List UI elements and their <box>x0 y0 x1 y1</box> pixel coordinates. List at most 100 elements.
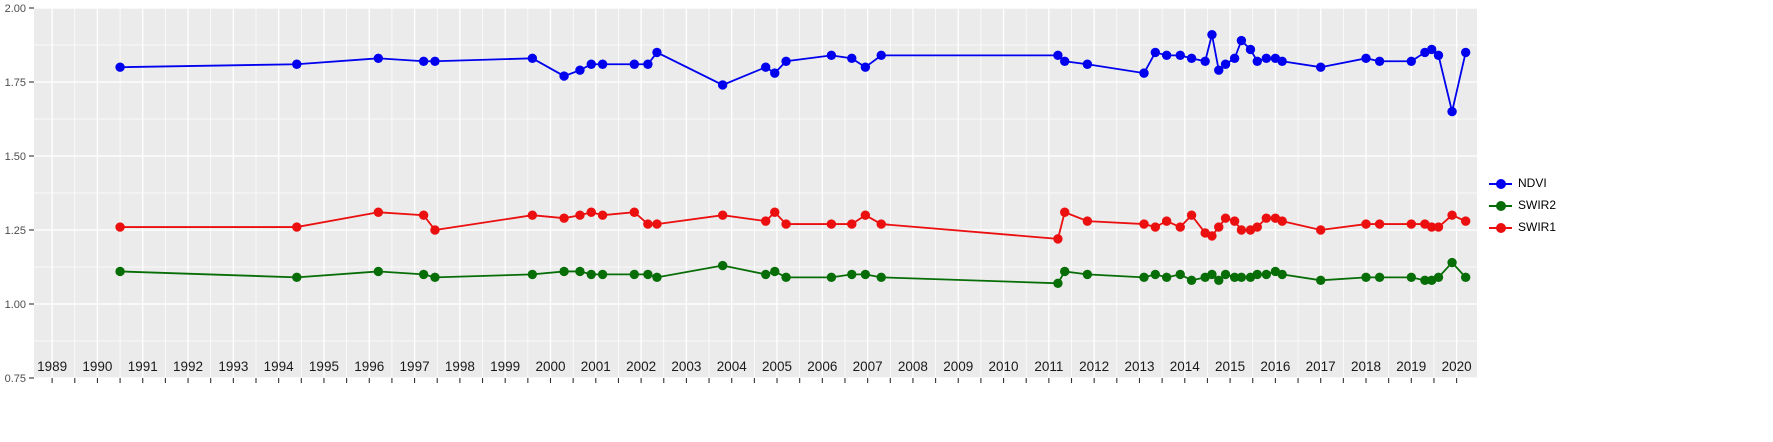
legend-entry-swir2: SWIR2 <box>1489 199 1556 212</box>
data-point <box>1186 53 1197 64</box>
x-tick-label: 2009 <box>943 359 973 374</box>
data-point <box>1214 275 1224 286</box>
x-tick-label: 1997 <box>400 359 430 374</box>
data-point <box>629 59 640 69</box>
data-point <box>717 260 728 271</box>
data-point <box>1060 56 1070 66</box>
data-point <box>1082 269 1093 280</box>
data-point <box>717 210 728 220</box>
x-tick-label: 2001 <box>581 359 611 374</box>
x-tick-label: 2017 <box>1306 359 1336 374</box>
data-point <box>1214 65 1224 75</box>
data-point <box>1374 272 1385 283</box>
data-point <box>1060 266 1070 277</box>
data-point <box>1236 225 1247 235</box>
data-point <box>1447 257 1457 268</box>
x-tick-label: 1995 <box>309 359 339 374</box>
data-point <box>770 207 780 217</box>
data-point <box>1433 272 1444 283</box>
x-tick-label: 1992 <box>173 359 203 374</box>
x-tick-label: 2003 <box>671 359 701 374</box>
data-point <box>586 207 596 217</box>
data-point <box>1236 35 1247 46</box>
data-point <box>1361 272 1371 283</box>
data-point <box>629 269 640 280</box>
series-swir2 <box>115 257 1471 288</box>
data-point <box>1460 272 1471 283</box>
data-point <box>586 59 596 69</box>
data-point <box>847 53 857 64</box>
data-point <box>1082 216 1093 226</box>
data-point <box>1252 222 1262 232</box>
data-point <box>760 216 771 226</box>
legend-dot-swatch <box>1495 222 1506 233</box>
x-tick-label: 2015 <box>1215 359 1245 374</box>
data-point <box>597 210 608 220</box>
legend-key-swir1 <box>1489 221 1512 234</box>
x-tick-label: 2002 <box>626 359 656 374</box>
data-point <box>1426 44 1437 55</box>
data-point <box>760 62 771 72</box>
data-point <box>1447 210 1457 220</box>
data-point <box>643 219 653 229</box>
data-point <box>760 269 771 280</box>
data-point <box>1220 269 1231 280</box>
x-tick-label: 2000 <box>535 359 565 374</box>
data-point <box>1406 219 1417 229</box>
data-point <box>373 53 384 64</box>
axis-ticks <box>29 7 1458 383</box>
legend-dot-swatch <box>1495 200 1506 211</box>
data-point <box>826 50 837 61</box>
data-point <box>876 219 886 229</box>
data-point <box>1161 50 1172 61</box>
data-point <box>1406 56 1417 66</box>
data-point <box>527 269 538 280</box>
data-point <box>1361 53 1371 64</box>
data-point <box>1200 56 1210 66</box>
x-tick-label: 1993 <box>218 359 248 374</box>
data-point <box>1175 269 1185 280</box>
data-point <box>1277 216 1287 226</box>
data-point <box>1406 272 1417 283</box>
data-point <box>876 272 886 283</box>
data-point <box>1139 272 1149 283</box>
x-tick-label: 1999 <box>490 359 520 374</box>
series-swir1 <box>115 207 1471 244</box>
legend-entry-swir1: SWIR1 <box>1489 221 1556 234</box>
data-point <box>629 207 640 217</box>
x-tick-label: 1994 <box>264 359 295 374</box>
data-point <box>1220 213 1231 223</box>
data-point <box>292 222 302 232</box>
x-tick-label: 2019 <box>1396 359 1426 374</box>
x-tick-label: 1991 <box>128 359 158 374</box>
data-point <box>652 219 662 229</box>
x-tick-label: 2005 <box>762 359 792 374</box>
legend: NDVI SWIR2 SWIR1 <box>1489 177 1556 234</box>
legend-label-ndvi: NDVI <box>1518 176 1547 190</box>
data-point <box>1261 213 1272 223</box>
data-point <box>1315 62 1326 72</box>
data-point <box>770 68 780 78</box>
data-point <box>575 65 585 75</box>
legend-key-ndvi <box>1489 177 1512 190</box>
x-tick-label: 2018 <box>1351 359 1381 374</box>
y-tick-label: 2.00 <box>5 3 26 15</box>
data-point <box>1082 59 1093 69</box>
data-point <box>575 210 585 220</box>
legend-key-swir2 <box>1489 199 1512 212</box>
x-tick-label: 2014 <box>1170 359 1201 374</box>
x-tick-label: 2016 <box>1260 359 1290 374</box>
data-point <box>1186 275 1197 286</box>
data-point <box>559 71 569 81</box>
data-point <box>1460 47 1471 58</box>
data-point <box>430 272 440 283</box>
data-point <box>1261 269 1272 280</box>
data-point <box>643 269 653 280</box>
data-point <box>559 266 569 277</box>
data-point <box>373 207 384 217</box>
x-axis-labels: 1989 1990 1991 1992 1993 1994 1995 1996 1997 1998… <box>37 359 1472 374</box>
x-tick-label: 1990 <box>82 359 112 374</box>
data-point <box>826 219 837 229</box>
data-point <box>847 269 857 280</box>
